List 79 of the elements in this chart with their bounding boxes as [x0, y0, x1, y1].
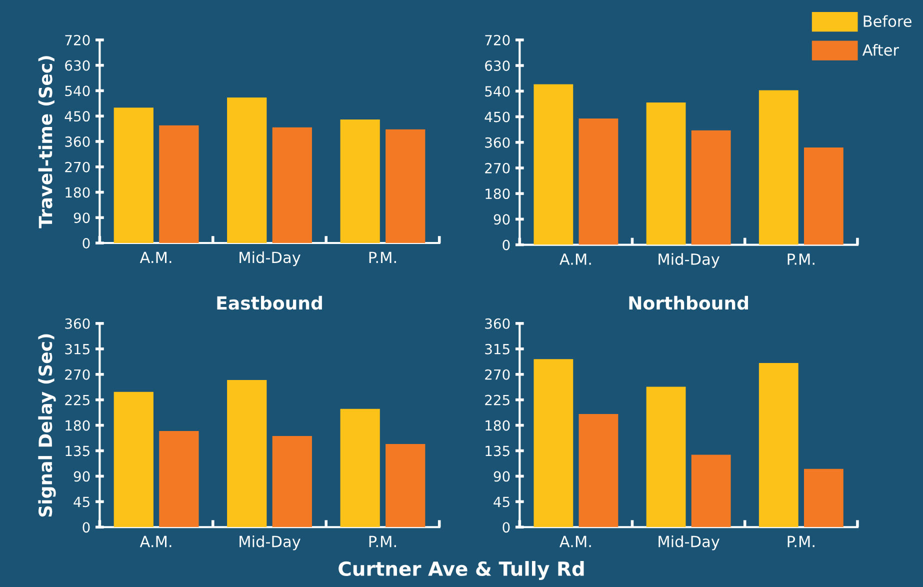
y-tick-label: 450 [484, 112, 510, 122]
x-tick-label: P.M. [369, 252, 396, 263]
bar [804, 147, 844, 245]
x-tick-label: P.M. [369, 536, 396, 548]
y-tick-label: 90 [494, 471, 510, 482]
bar [534, 359, 574, 528]
bar [340, 119, 380, 244]
y-tick-label: 180 [486, 420, 510, 431]
y-tick-label: 225 [485, 394, 510, 406]
x-tick-label: Mid-Day [658, 253, 720, 268]
bar [114, 392, 154, 528]
y-tick-label: 540 [65, 86, 90, 96]
bar [340, 408, 380, 528]
y-tick-label: 360 [485, 137, 510, 148]
y-tick-label: 360 [65, 318, 90, 329]
y-tick-label: 270 [485, 162, 510, 174]
bar [272, 127, 312, 244]
chart-title: Northbound [629, 296, 748, 310]
bar [159, 430, 199, 528]
y-tick-label: 630 [485, 60, 510, 71]
y-tick-label: 90 [74, 471, 90, 482]
y-tick-label: 720 [65, 34, 90, 46]
x-tick-label: P.M. [788, 536, 814, 548]
y-tick-label: 315 [65, 344, 90, 354]
bar [272, 436, 312, 528]
chart-title: Eastbound [217, 296, 322, 310]
bar [386, 444, 426, 528]
x-tick-label: A.M. [140, 252, 172, 263]
y-tick-label: 135 [66, 446, 90, 456]
y-tick-label: 540 [485, 86, 510, 97]
x-tick-label: Mid-Day [240, 251, 300, 266]
y-tick-label: 90 [74, 212, 90, 224]
y-tick-label: 0 [502, 522, 510, 533]
bar [159, 125, 199, 244]
y-tick-label: 0 [502, 240, 510, 250]
y-tick-label: 180 [486, 188, 510, 200]
bar [114, 108, 154, 244]
x-tick-label: P.M. [788, 254, 814, 265]
bar [758, 90, 798, 245]
y-tick-label: 360 [65, 136, 90, 147]
bar [646, 102, 686, 245]
y-tick-label: 45 [74, 496, 90, 508]
legend-label: After [862, 44, 900, 56]
bar [691, 454, 731, 528]
x-tick-label: A.M. [560, 254, 591, 265]
y-tick-label: 0 [82, 522, 90, 533]
x-tick-label: A.M. [560, 536, 591, 548]
x-tick-label: A.M. [140, 536, 172, 548]
text: Curtner Ave & Tully Rd [338, 560, 584, 580]
x-tick-label: Mid-Day [658, 535, 720, 550]
y-axis-title: Signal Delay (Sec) [38, 334, 56, 517]
y-tick-label: 45 [494, 496, 510, 508]
legend-label: Before [864, 15, 912, 28]
bar [386, 129, 426, 244]
y-tick-label: 270 [65, 162, 90, 172]
y-tick-label: 630 [65, 60, 90, 71]
x-tick-label: Mid-Day [240, 535, 300, 550]
y-axis-title: Travel-time (Sec) [38, 56, 54, 228]
bar [534, 84, 574, 245]
bar [578, 118, 618, 245]
y-tick-label: 270 [65, 369, 90, 380]
y-tick-label: 450 [64, 111, 90, 122]
y-tick-label: 315 [485, 344, 510, 354]
bar [804, 468, 844, 528]
y-tick-label: 720 [485, 34, 510, 46]
bar [227, 97, 267, 244]
y-tick-label: 360 [485, 318, 510, 329]
bar [691, 130, 731, 245]
y-tick-label: 180 [66, 420, 90, 431]
bar [646, 386, 686, 528]
bar [578, 414, 618, 528]
y-tick-label: 90 [494, 214, 510, 225]
bar [227, 380, 267, 528]
y-tick-label: 135 [486, 446, 510, 456]
y-tick-label: 180 [66, 187, 90, 198]
y-tick-label: 225 [65, 394, 90, 406]
y-tick-label: 0 [82, 238, 90, 248]
y-tick-label: 270 [485, 369, 510, 380]
bar [758, 363, 798, 528]
